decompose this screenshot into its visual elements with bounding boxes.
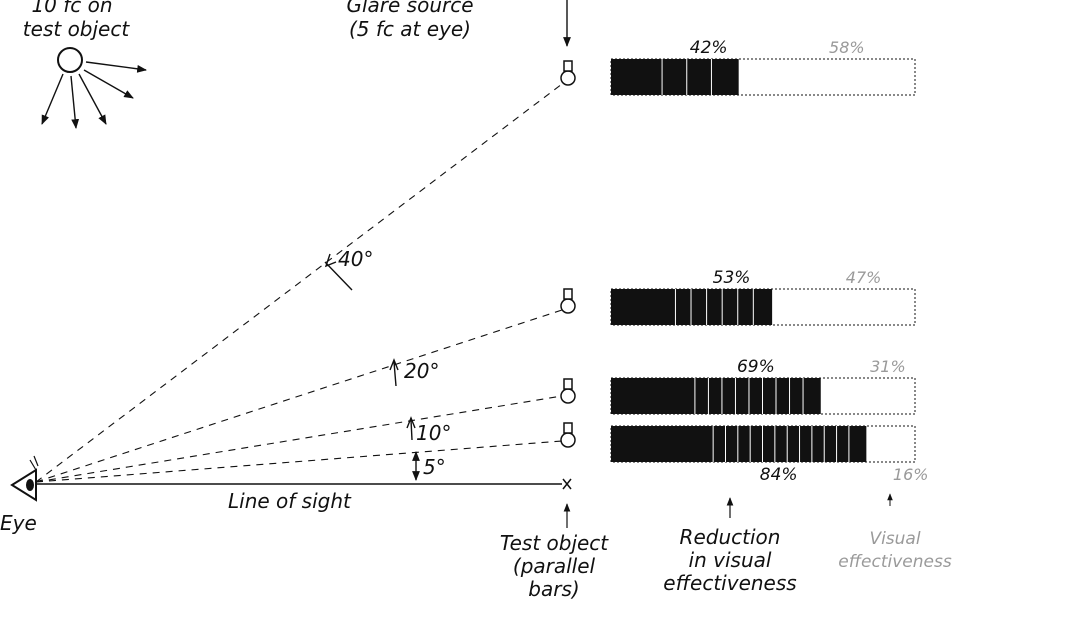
visual-caption-1: Visual — [869, 529, 920, 549]
reduction-caption-1: Reduction — [680, 525, 781, 549]
angle-label-10: 10° — [416, 421, 451, 445]
light-ray — [83, 69, 134, 99]
reduction-value-label: 69% — [737, 357, 775, 377]
visual-caption-2: effectiveness — [838, 552, 952, 572]
glare-lines — [35, 83, 563, 483]
bulb-icon — [560, 288, 576, 314]
glare-bulbs — [560, 60, 576, 448]
reduction-caption: Reduction in visual effectiveness — [663, 497, 797, 595]
bulb-icon — [560, 378, 576, 404]
reduction-value-label: 53% — [713, 268, 751, 288]
effectiveness-value-label: 58% — [829, 38, 865, 57]
glare-line-5 — [35, 440, 563, 483]
reduction-value-label: 84% — [760, 465, 798, 485]
angle-markers: 40° 20° 10° 5° — [324, 247, 451, 481]
test-object-label-3: bars) — [528, 577, 579, 601]
angle-label-40: 40° — [338, 247, 373, 271]
reduction-caption-3: effectiveness — [663, 571, 796, 595]
light-ray — [41, 73, 64, 125]
eye-icon — [10, 468, 37, 502]
bar-reduction-segment — [611, 426, 867, 462]
bar-row: 42% 58% — [610, 38, 916, 96]
glare-line-40 — [35, 83, 563, 483]
glare-line-20 — [35, 309, 563, 483]
visual-caption: Visual effectiveness — [838, 493, 952, 572]
bar-row: 69% 31% — [610, 357, 916, 415]
bulb-icon — [560, 60, 576, 86]
bulb-icon — [560, 422, 576, 448]
angle-arc-40 — [324, 261, 353, 291]
effectiveness-value-label: 47% — [846, 268, 882, 287]
eye-group: Eye — [0, 455, 39, 535]
effectiveness-bars: 42% 58% 53% 47% 69% 31% 84% 16% — [610, 38, 929, 485]
light-source-label-1: 10 fc on — [31, 0, 112, 17]
light-source: 10 fc on test object — [23, 0, 147, 129]
light-ray — [70, 75, 80, 129]
bar-reduction-segment — [611, 289, 773, 325]
glare-line-10 — [35, 395, 563, 483]
angle-arc-10 — [410, 419, 413, 441]
bar-row: 53% 47% — [610, 268, 916, 326]
effectiveness-value-label: 31% — [870, 357, 906, 376]
test-object-label-2: (parallel — [513, 554, 596, 578]
bar-reduction-segment — [611, 378, 821, 414]
light-ray — [78, 73, 107, 125]
angle-arc-20 — [393, 361, 397, 387]
eye-label: Eye — [0, 511, 37, 535]
angle-label-5: 5° — [423, 455, 446, 479]
light-bulb-icon — [57, 47, 83, 73]
bar-row: 84% 16% — [610, 425, 929, 485]
glare-source-label-2: (5 fc at eye) — [349, 17, 471, 41]
test-object: Test object (parallel bars) — [500, 478, 609, 601]
test-object-label-1: Test object — [500, 531, 609, 555]
line-of-sight-label: Line of sight — [228, 489, 352, 513]
light-source-label-2: test object — [23, 17, 131, 41]
reduction-value-label: 42% — [690, 38, 728, 58]
glare-source-label-1: Glare source — [346, 0, 473, 17]
angle-label-20: 20° — [404, 359, 439, 383]
glare-source: Glare source (5 fc at eye) — [346, 0, 571, 47]
bar-reduction-segment — [611, 59, 739, 95]
effectiveness-value-label: 16% — [893, 465, 929, 484]
reduction-caption-2: in visual — [689, 548, 772, 572]
light-ray — [85, 61, 147, 73]
test-object-marker — [562, 478, 572, 490]
